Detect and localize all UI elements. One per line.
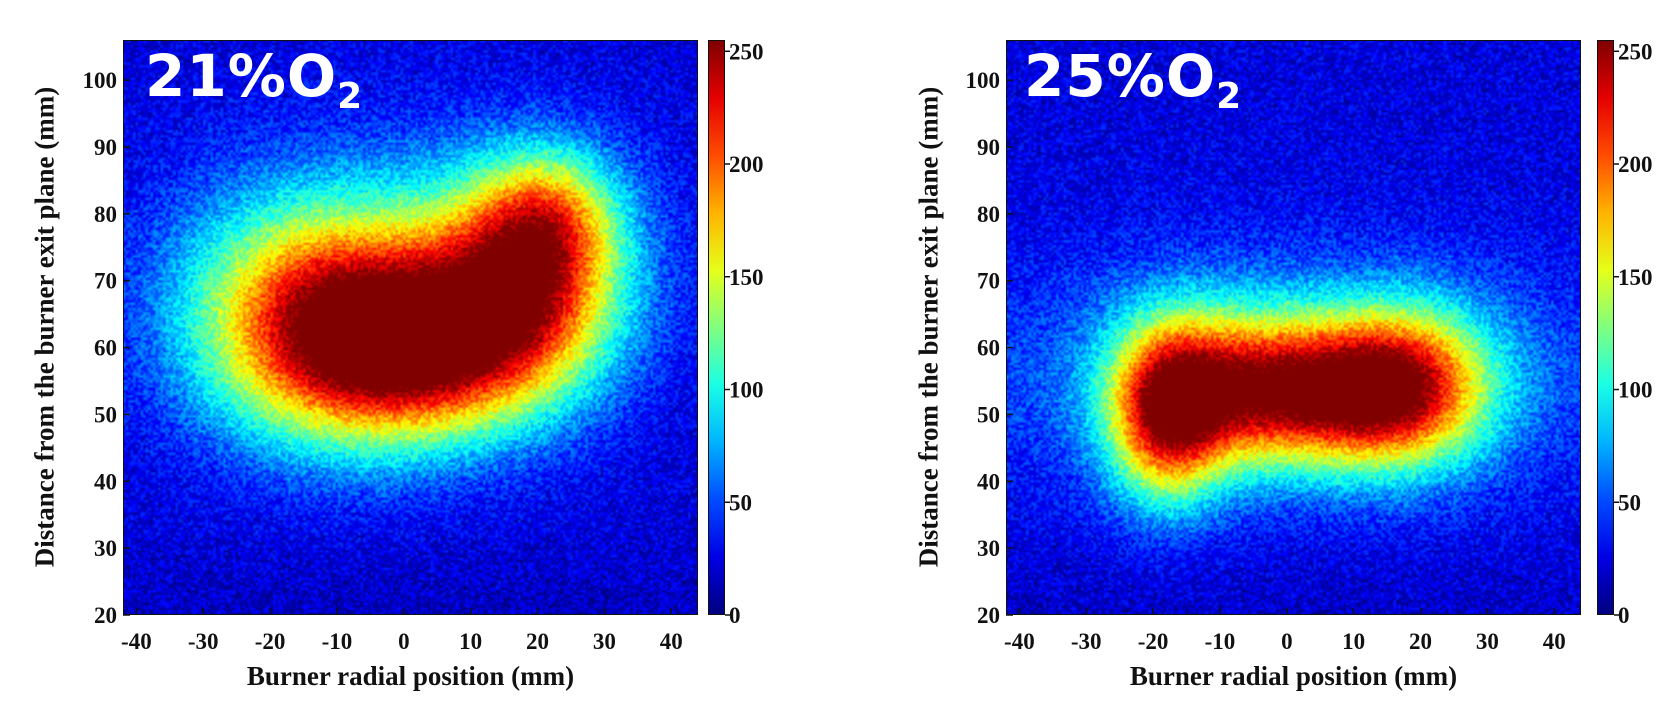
colorbar	[1597, 40, 1614, 615]
colorbar-tick-label: 0	[729, 603, 741, 628]
y-tick-label: 50	[977, 402, 1000, 427]
axes: -40 -30 -20 -10 0 10 20 30 40 20 30 40 50 60 70 80 90 100…	[83, 39, 764, 654]
y-tick-label: 70	[977, 269, 1000, 294]
x-tick-label: -10	[1205, 629, 1236, 654]
y-tick-label: 60	[94, 336, 117, 361]
colorbar-tick-label: 50	[729, 490, 752, 515]
x-axis-label: Burner radial position (mm)	[1129, 661, 1458, 691]
x-tick-label: -40	[121, 629, 152, 654]
x-tick-label: -20	[255, 629, 286, 654]
colorbar-tick-label: 200	[1618, 152, 1653, 177]
heatmap-image	[123, 40, 698, 615]
x-tick-label: -20	[1138, 629, 1169, 654]
heatmap-image	[1006, 40, 1581, 615]
colorbar-tick-label: 150	[1618, 265, 1653, 290]
y-tick-label: 90	[94, 135, 117, 160]
x-axis-label: Burner radial position (mm)	[246, 661, 575, 691]
y-tick-label: 20	[94, 603, 117, 628]
y-tick-label: 40	[977, 469, 1000, 494]
y-tick-label: 100	[83, 68, 118, 93]
chart-panel-21-o2: 21%O2 -40 -30 -20 -10 0 10 20 30 40 20 30 40 50 60 70 8…	[29, 39, 764, 691]
x-tick-label: 10	[1342, 629, 1365, 654]
colorbar-tick-label: 100	[729, 378, 764, 403]
colorbar-tick-label: 50	[1618, 490, 1641, 515]
y-tick-label: 80	[94, 202, 117, 227]
x-tick-label: 0	[398, 629, 410, 654]
panel-label: 25%O2	[1024, 42, 1243, 117]
y-tick-label: 30	[977, 536, 1000, 561]
panel-label: 21%O2	[145, 42, 364, 117]
y-tick-label: 60	[977, 336, 1000, 361]
x-tick-label: 30	[593, 629, 616, 654]
colorbar	[708, 40, 725, 615]
chart-panel-25-o2: 25%O2 -40 -30 -20 -10 0 10 20 30 40 20 30 40 50 60 70 8…	[834, 0, 1667, 703]
y-tick-label: 20	[977, 603, 1000, 628]
y-axis-label: Distance from the burner exit plane (mm)	[29, 86, 60, 568]
x-tick-label: 20	[1409, 629, 1432, 654]
colorbar-tick-label: 200	[729, 152, 764, 177]
y-tick-label: 100	[966, 68, 1001, 93]
y-tick-label: 30	[94, 536, 117, 561]
x-tick-label: -30	[188, 629, 219, 654]
x-tick-label: -10	[322, 629, 353, 654]
x-tick-label: -30	[1071, 629, 1102, 654]
x-tick-label: -40	[1004, 629, 1035, 654]
y-tick-label: 70	[94, 269, 117, 294]
colorbar-tick-label: 250	[729, 39, 764, 64]
x-tick-label: 10	[459, 629, 482, 654]
x-tick-label: 20	[526, 629, 549, 654]
colorbar-tick-label: 150	[729, 265, 764, 290]
x-tick-label: 40	[660, 629, 683, 654]
colorbar-tick-label: 100	[1618, 378, 1653, 403]
y-tick-label: 50	[94, 402, 117, 427]
x-tick-label: 30	[1476, 629, 1499, 654]
colorbar-tick-label: 0	[1618, 603, 1630, 628]
y-axis-label: Distance from the burner exit plane (mm)	[913, 86, 944, 568]
axes: -40 -30 -20 -10 0 10 20 30 40 20 30 40 50 60 70 80 90 100…	[966, 39, 1653, 654]
y-tick-label: 80	[977, 202, 1000, 227]
y-tick-label: 90	[977, 135, 1000, 160]
colorbar-tick-label: 250	[1618, 39, 1653, 64]
y-tick-label: 40	[94, 469, 117, 494]
x-tick-label: 0	[1281, 629, 1293, 654]
x-tick-label: 40	[1543, 629, 1566, 654]
